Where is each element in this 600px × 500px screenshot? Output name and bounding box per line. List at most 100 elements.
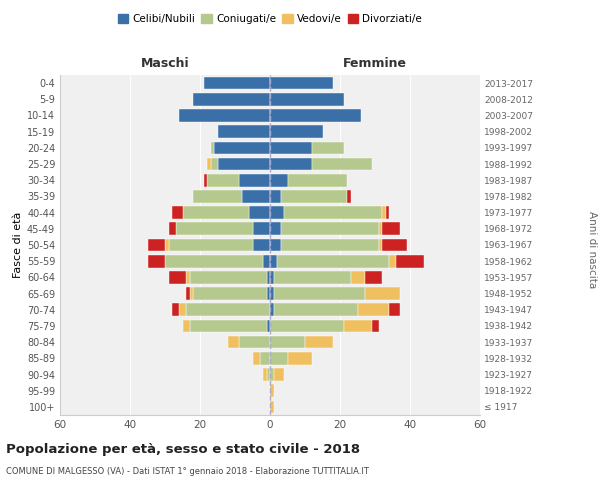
Bar [287, 174, 347, 186]
Bar [228, 336, 239, 348]
Bar [274, 288, 365, 300]
Bar [242, 190, 270, 202]
Text: Popolazione per età, sesso e stato civile - 2018: Popolazione per età, sesso e stato civil… [6, 442, 360, 456]
Bar [281, 190, 347, 202]
Bar [270, 352, 287, 364]
Bar [270, 288, 274, 300]
Bar [172, 206, 182, 219]
Bar [274, 271, 350, 283]
Bar [343, 320, 371, 332]
Bar [249, 206, 270, 219]
Bar [169, 238, 253, 252]
Bar [193, 288, 266, 300]
Bar [350, 271, 365, 283]
Bar [266, 288, 270, 300]
Bar [371, 320, 379, 332]
Bar [169, 271, 186, 283]
Text: COMUNE DI MALGESSO (VA) - Dati ISTAT 1° gennaio 2018 - Elaborazione TUTTITALIA.I: COMUNE DI MALGESSO (VA) - Dati ISTAT 1° … [6, 468, 369, 476]
Bar [239, 174, 270, 186]
Bar [179, 304, 186, 316]
Bar [270, 109, 361, 122]
Bar [379, 238, 382, 252]
Bar [347, 190, 350, 202]
Bar [270, 238, 281, 252]
Bar [396, 255, 424, 268]
Bar [190, 271, 266, 283]
Text: Maschi: Maschi [140, 57, 190, 70]
Bar [186, 271, 190, 283]
Bar [253, 238, 270, 252]
Bar [270, 174, 287, 186]
Bar [270, 336, 305, 348]
Bar [211, 142, 214, 154]
Legend: Celibi/Nubili, Coniugati/e, Vedovi/e, Divorziati/e: Celibi/Nubili, Coniugati/e, Vedovi/e, Di… [113, 10, 427, 29]
Bar [253, 222, 270, 235]
Bar [190, 320, 266, 332]
Bar [176, 222, 253, 235]
Bar [270, 142, 312, 154]
Bar [270, 368, 274, 381]
Bar [186, 304, 270, 316]
Bar [218, 126, 270, 138]
Bar [358, 304, 389, 316]
Bar [305, 336, 333, 348]
Text: Anni di nascita: Anni di nascita [587, 212, 597, 288]
Bar [253, 352, 260, 364]
Bar [169, 222, 176, 235]
Bar [263, 255, 270, 268]
Bar [186, 288, 190, 300]
Bar [287, 352, 312, 364]
Bar [270, 222, 281, 235]
Bar [203, 77, 270, 90]
Bar [270, 400, 274, 413]
Bar [274, 304, 358, 316]
Bar [148, 255, 165, 268]
Bar [165, 255, 263, 268]
Bar [382, 222, 400, 235]
Bar [281, 238, 379, 252]
Bar [382, 238, 407, 252]
Bar [207, 174, 239, 186]
Bar [270, 255, 277, 268]
Text: Femmine: Femmine [343, 57, 407, 70]
Bar [277, 255, 389, 268]
Bar [270, 190, 281, 202]
Bar [193, 93, 270, 106]
Bar [193, 190, 242, 202]
Bar [182, 320, 190, 332]
Bar [312, 142, 343, 154]
Bar [270, 304, 274, 316]
Bar [365, 288, 400, 300]
Bar [214, 142, 270, 154]
Bar [218, 158, 270, 170]
Bar [148, 238, 165, 252]
Bar [165, 238, 169, 252]
Bar [263, 368, 266, 381]
Bar [211, 158, 218, 170]
Bar [203, 174, 207, 186]
Bar [389, 255, 396, 268]
Bar [270, 320, 343, 332]
Bar [190, 288, 193, 300]
Y-axis label: Fasce di età: Fasce di età [13, 212, 23, 278]
Bar [274, 368, 284, 381]
Bar [179, 109, 270, 122]
Bar [207, 158, 211, 170]
Bar [270, 77, 333, 90]
Bar [266, 320, 270, 332]
Bar [260, 352, 270, 364]
Bar [239, 336, 270, 348]
Bar [270, 271, 274, 283]
Bar [270, 158, 312, 170]
Bar [284, 206, 382, 219]
Bar [266, 368, 270, 381]
Bar [312, 158, 371, 170]
Bar [266, 271, 270, 283]
Bar [270, 126, 323, 138]
Bar [386, 206, 389, 219]
Bar [182, 206, 249, 219]
Bar [382, 206, 386, 219]
Bar [281, 222, 379, 235]
Bar [270, 93, 343, 106]
Bar [270, 206, 284, 219]
